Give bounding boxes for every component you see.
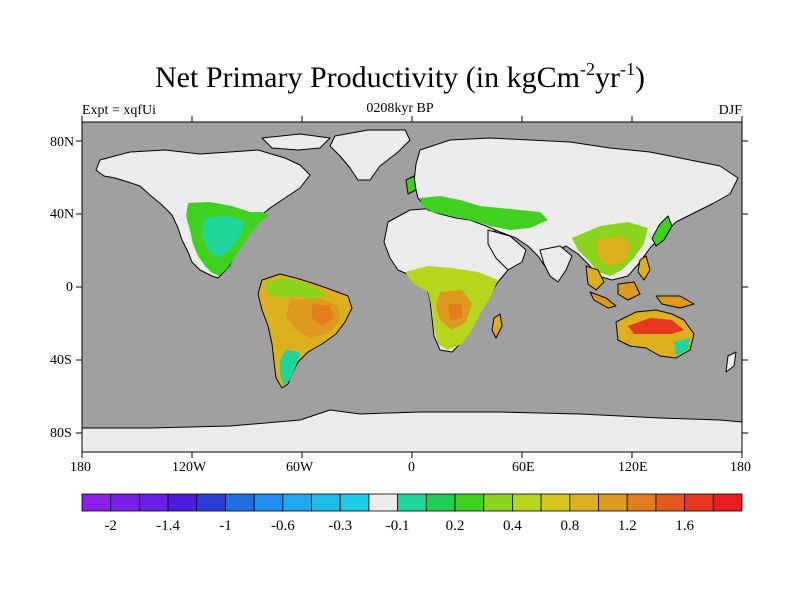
- colorbar-swatch-4: [196, 493, 226, 512]
- colorbar-swatch-7: [282, 493, 312, 512]
- lon-label-60w: 60W: [286, 460, 314, 475]
- time-label: 0208kyr BP: [366, 101, 434, 116]
- arabia: [487, 229, 527, 271]
- philippines: [637, 255, 651, 281]
- lon-label-180e: 180: [730, 460, 751, 475]
- colorbar-swatch-21: [684, 493, 714, 512]
- british-isles: [405, 175, 417, 195]
- colorbar-label-0: -2: [104, 518, 117, 534]
- colorbar-swatch-16: [540, 493, 571, 512]
- colorbar-swatch-17: [569, 493, 599, 512]
- colorbar-swatch-9: [339, 493, 370, 512]
- colorbar-swatch-10: [368, 493, 399, 512]
- colorbar-swatch-22: [712, 493, 743, 512]
- india: [539, 245, 573, 283]
- lon-label-180w: 180: [70, 460, 91, 475]
- indonesia-borneo: [617, 281, 641, 301]
- madagascar: [491, 313, 503, 339]
- figure-title: Net Primary Productivity (in kgCm-2yr-1): [0, 60, 800, 96]
- colorbar-swatch-19: [626, 493, 657, 512]
- colorbar-swatch-1: [110, 493, 140, 512]
- australia-coast-green: [674, 338, 690, 356]
- arctic-islands: [261, 133, 331, 151]
- colorbar-swatch-2: [138, 493, 169, 512]
- colorbar-swatch-11: [397, 493, 427, 512]
- new-zealand: [725, 351, 737, 373]
- lon-label-0: 0: [408, 460, 415, 475]
- lat-label-80s: 80S: [50, 426, 72, 441]
- colorbar-swatch-14: [483, 493, 513, 512]
- colorbar-swatch-8: [311, 493, 341, 512]
- colorbar-label-2: -1: [219, 518, 232, 534]
- south-america-north-green: [265, 278, 326, 300]
- colorbar-swatch-0: [81, 493, 112, 512]
- colorbar-swatch-5: [225, 493, 255, 512]
- colorbar-swatch-18: [598, 493, 628, 512]
- lat-label-0: 0: [66, 280, 73, 295]
- land-masses: [81, 129, 743, 453]
- colorbar-label-4: -0.3: [328, 518, 353, 534]
- colorbar-swatch-3: [167, 493, 198, 512]
- colorbar-label-6: 0.2: [445, 518, 465, 534]
- indonesia-sumatra: [589, 291, 617, 309]
- lon-label-60e: 60E: [512, 460, 535, 475]
- colorbar-label-10: 1.6: [675, 518, 694, 534]
- southeast-asia: [585, 265, 605, 291]
- title-text-yr: yr: [594, 61, 620, 94]
- colorbar-swatch-15: [512, 493, 542, 512]
- season-label: DJF: [718, 103, 742, 118]
- colorbar-swatch-13: [454, 493, 485, 512]
- experiment-label: Expt = xqfUi: [82, 103, 156, 118]
- title-exponent-2: -1: [619, 59, 635, 79]
- colorbar-label-8: 0.8: [560, 518, 580, 534]
- japan: [651, 215, 673, 247]
- north-america-vegetation-core: [202, 216, 245, 258]
- colorbar-swatch-12: [425, 493, 456, 512]
- east-asia-core: [596, 236, 632, 266]
- colorbar-label-3: -0.6: [270, 518, 295, 534]
- axis-ticks: [76, 116, 748, 458]
- eurasia: [413, 137, 739, 281]
- australia-core: [628, 318, 684, 334]
- colorbar-label-7: 0.4: [503, 518, 522, 534]
- colorbar-label-5: -0.1: [385, 518, 410, 534]
- colorbar-swatch-6: [253, 493, 284, 512]
- title-exponent-1: -2: [579, 59, 595, 79]
- title-close: ): [634, 61, 645, 94]
- south-america-south: [280, 350, 300, 386]
- colorbar-swatch-20: [655, 493, 686, 512]
- lat-label-80n: 80N: [50, 135, 75, 150]
- lon-label-120e: 120E: [618, 460, 648, 475]
- colorbar-label-1: -1.4: [156, 518, 180, 534]
- africa-core: [448, 304, 462, 320]
- colorbar: [81, 493, 743, 512]
- lon-label-120w: 120W: [172, 460, 207, 475]
- title-text: Net Primary Productivity (in kgCm: [155, 61, 580, 94]
- colorbar-label-9: 1.2: [617, 518, 637, 534]
- europe-vegetation: [420, 196, 548, 230]
- lat-label-40s: 40S: [50, 353, 72, 368]
- new-guinea: [655, 295, 695, 309]
- lat-label-40n: 40N: [50, 207, 75, 222]
- greenland: [329, 129, 411, 181]
- south-america-core: [312, 304, 334, 326]
